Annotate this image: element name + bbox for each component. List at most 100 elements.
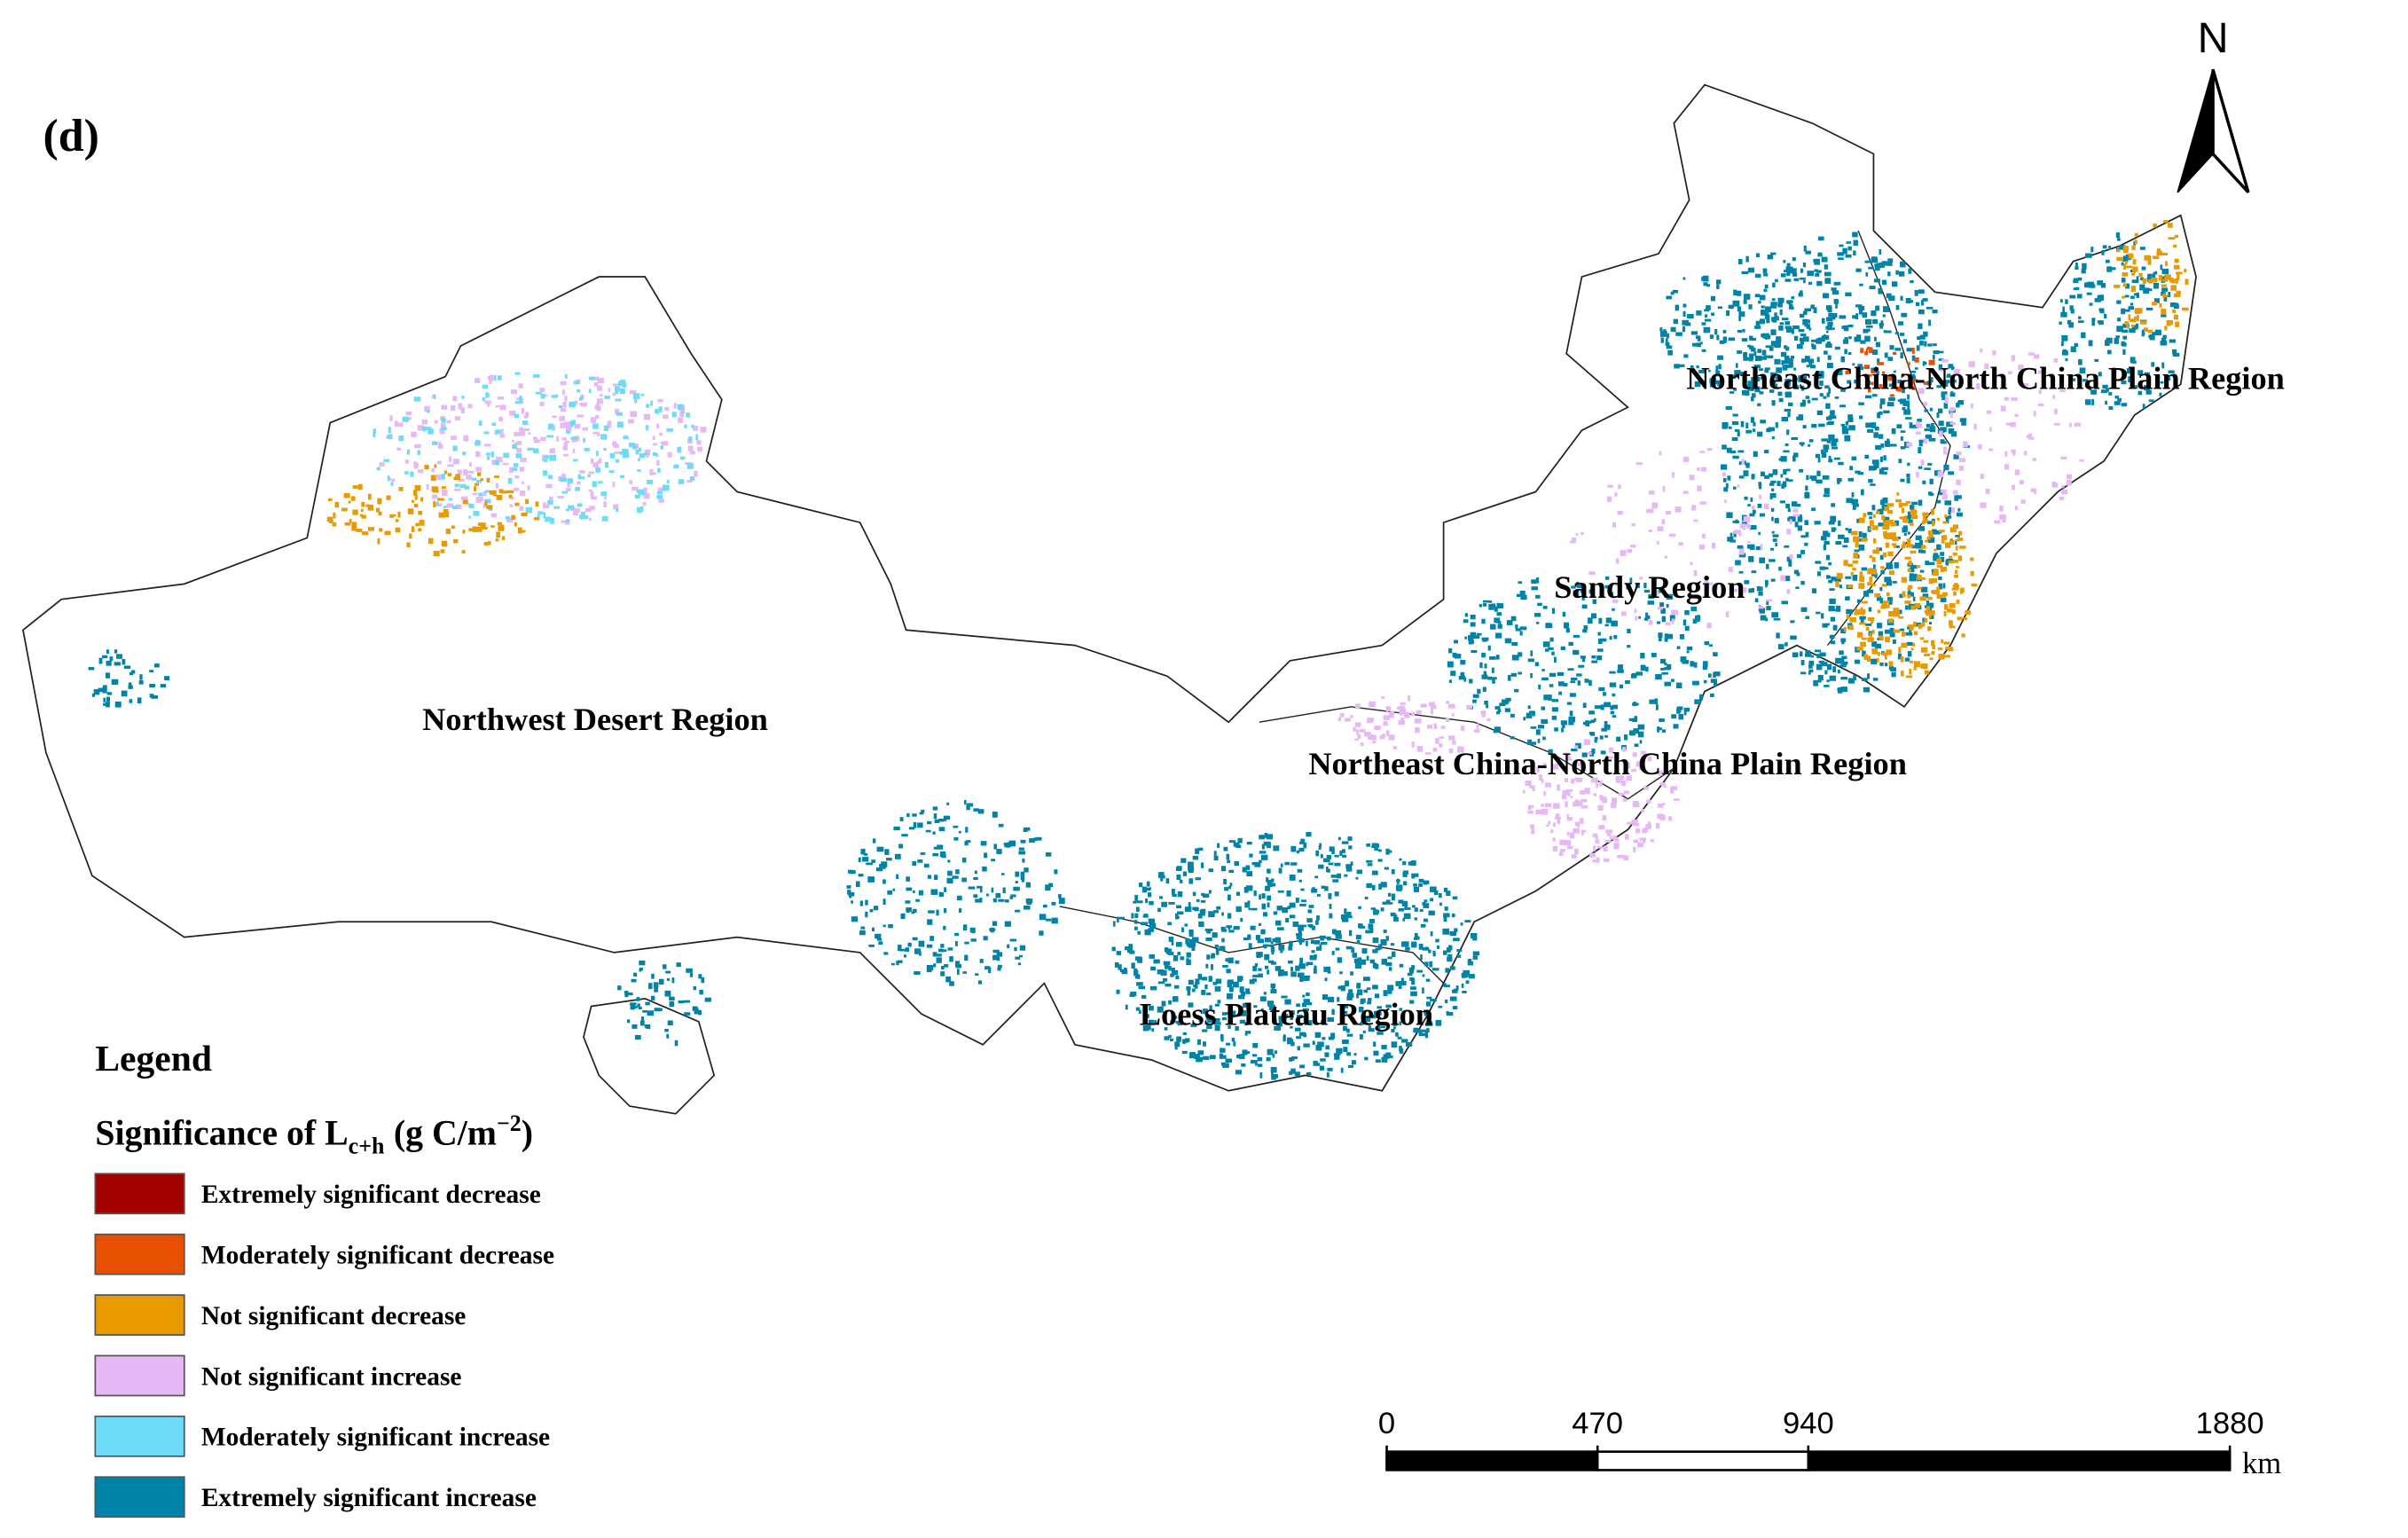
- speckle: [1950, 431, 1957, 437]
- speckle: [1785, 477, 1789, 482]
- speckle: [1796, 343, 1803, 349]
- speckle: [1614, 492, 1618, 497]
- speckle: [533, 439, 540, 443]
- speckle: [669, 1000, 675, 1008]
- speckle: [1465, 980, 1470, 985]
- speckle: [2082, 263, 2087, 270]
- speckle: [1570, 680, 1576, 684]
- speckle: [613, 443, 620, 448]
- speckle: [1574, 821, 1580, 827]
- speckle: [1816, 280, 1823, 286]
- speckle: [1204, 985, 1208, 990]
- speckle: [1294, 1071, 1300, 1077]
- speckle: [580, 396, 584, 400]
- speckle: [129, 699, 133, 703]
- speckle: [2114, 337, 2119, 344]
- speckle: [1175, 1020, 1180, 1024]
- speckle: [655, 411, 660, 414]
- speckle: [1872, 564, 1876, 569]
- speckle: [936, 957, 942, 963]
- speckle: [1926, 521, 1934, 524]
- speckle: [979, 959, 984, 963]
- speckle: [1719, 340, 1725, 344]
- speckle: [2161, 284, 2167, 287]
- speckle: [1398, 908, 1405, 912]
- speckle: [1702, 661, 1708, 667]
- speckle: [1857, 472, 1864, 475]
- speckle: [1925, 539, 1928, 543]
- speckle: [2108, 246, 2112, 250]
- speckle: [1527, 804, 1532, 811]
- speckle: [1780, 351, 1787, 357]
- speckle: [327, 498, 333, 501]
- speckle: [2168, 223, 2173, 228]
- speckle: [577, 474, 581, 480]
- speckle: [432, 441, 438, 445]
- speckle: [1823, 396, 1827, 399]
- speckle: [590, 417, 597, 424]
- speckle: [1910, 550, 1917, 554]
- speckle: [1192, 855, 1199, 860]
- speckle: [1615, 775, 1620, 781]
- speckle: [1580, 532, 1584, 535]
- speckle: [568, 505, 575, 510]
- speckle: [1018, 851, 1026, 855]
- speckle: [1741, 271, 1749, 275]
- speckle: [1893, 608, 1900, 613]
- speckle: [2152, 332, 2159, 335]
- speckle: [1295, 933, 1303, 936]
- speckle: [604, 461, 609, 468]
- speckle: [2089, 386, 2091, 391]
- speckle: [1911, 386, 1916, 390]
- speckle: [596, 398, 603, 404]
- speckle: [1788, 303, 1793, 310]
- speckle: [1933, 553, 1939, 556]
- speckle: [1270, 941, 1274, 945]
- speckle: [495, 538, 499, 542]
- speckle: [564, 396, 568, 402]
- region-label: Loess Plateau Region: [1140, 996, 1433, 1032]
- speckle: [1214, 1022, 1221, 1025]
- speckle: [1015, 909, 1021, 913]
- speckle: [1909, 567, 1915, 573]
- speckle: [1296, 935, 1302, 940]
- speckle: [1167, 922, 1172, 926]
- speckle: [485, 392, 489, 398]
- speckle: [1921, 520, 1926, 525]
- speckle: [1213, 1018, 1220, 1022]
- speckle: [1180, 879, 1183, 883]
- speckle: [1574, 745, 1579, 749]
- speckle: [1954, 540, 1957, 545]
- speckle: [1816, 357, 1820, 363]
- speckle: [1590, 777, 1598, 783]
- speckle: [639, 960, 646, 966]
- speckle: [499, 404, 506, 411]
- speckle: [1907, 594, 1911, 599]
- speckle: [1298, 938, 1305, 943]
- speckle: [687, 445, 694, 451]
- speckle: [1263, 946, 1267, 949]
- speckle: [558, 405, 563, 409]
- speckle: [1806, 324, 1810, 329]
- speckle: [1274, 1025, 1282, 1031]
- speckle: [934, 819, 940, 824]
- speckle: [1871, 371, 1876, 374]
- speckle: [941, 966, 945, 970]
- speckle: [1337, 997, 1340, 1002]
- speckle: [1201, 892, 1204, 896]
- speckle: [1943, 641, 1950, 645]
- speckle: [443, 508, 449, 514]
- speckle: [1840, 687, 1847, 692]
- speckle: [497, 396, 505, 400]
- speckle: [1614, 842, 1620, 847]
- speckle: [1840, 356, 1846, 363]
- speckle: [1886, 402, 1894, 407]
- speckle: [88, 667, 95, 671]
- speckle: [1838, 520, 1841, 526]
- speckle: [1609, 671, 1616, 674]
- speckle: [1771, 436, 1775, 440]
- speckle: [1558, 691, 1562, 695]
- speckle: [1198, 921, 1204, 928]
- speckle: [1868, 466, 1876, 471]
